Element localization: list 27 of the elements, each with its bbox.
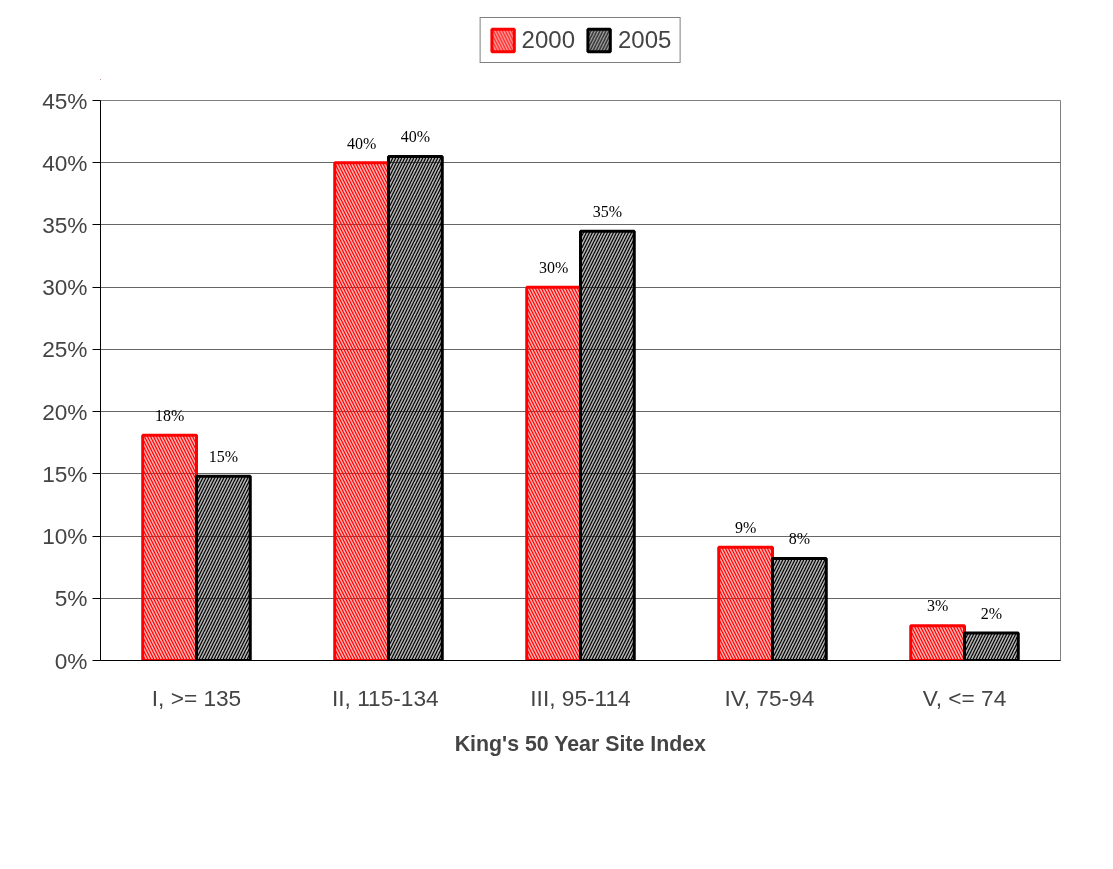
data-label: 40% (346, 134, 377, 152)
x-tick-label: V, <= 74 (922, 684, 1007, 711)
y-tick-label: 45% (42, 87, 88, 114)
y-tick-label: 30% (42, 274, 88, 301)
x-tick-label: II, 115-134 (332, 684, 439, 711)
x-tick-label: IV, 75-94 (724, 684, 815, 711)
y-tick-label: 40% (42, 149, 88, 176)
y-tick-label: 5% (54, 585, 88, 612)
x-tick-label: I, >= 135 (151, 684, 242, 711)
data-label: 18% (154, 407, 185, 425)
y-tick-label: 25% (42, 336, 88, 363)
data-label: 35% (592, 202, 623, 220)
legend-label: 2000 (521, 26, 575, 54)
data-label: 2% (980, 604, 1003, 622)
y-tick-label: 10% (42, 523, 88, 550)
data-label: 3% (926, 597, 949, 615)
data-label: 30% (538, 258, 569, 276)
data-label: 40% (400, 128, 431, 146)
y-tick-label: 15% (42, 460, 88, 487)
y-tick-label: 0% (54, 647, 88, 674)
y-tick-label: 20% (42, 398, 88, 425)
x-axis-title: King's 50 Year Site Index (454, 731, 707, 756)
x-tick-label: III, 95-114 (530, 684, 631, 711)
data-label: 9% (734, 519, 757, 537)
legend-label: 2005 (618, 26, 672, 54)
y-tick-label: 35% (42, 211, 88, 238)
data-label: 15% (208, 448, 239, 466)
